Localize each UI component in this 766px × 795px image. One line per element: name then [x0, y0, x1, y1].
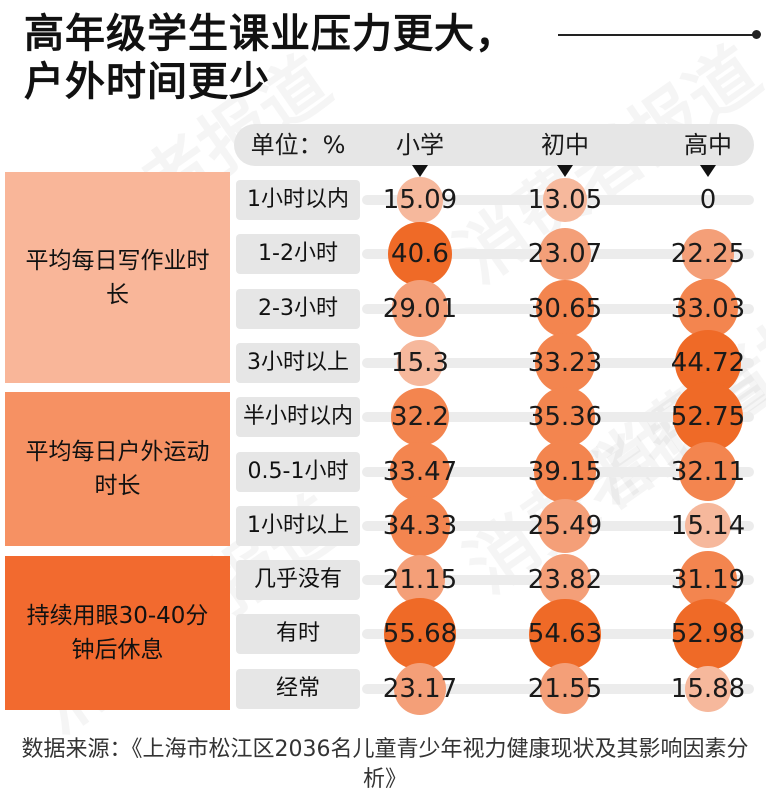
data-bubble — [536, 279, 594, 338]
data-label: 32.2 — [391, 402, 449, 433]
data-bubble — [397, 340, 443, 386]
data-bubble — [678, 279, 738, 339]
data-label: 15.09 — [382, 185, 458, 215]
data-bubble — [538, 498, 592, 553]
data-bubble — [685, 665, 731, 712]
data-bubble — [390, 441, 450, 502]
column-header-middle: 初中 — [541, 131, 589, 159]
group-label-text: 持续用眼30-40分钟后休息 — [26, 603, 209, 663]
data-label: 31.19 — [670, 565, 746, 596]
data-label: 29.01 — [382, 293, 458, 324]
row-label: 0.5-1小时 — [236, 451, 360, 492]
data-label: 21.55 — [527, 673, 603, 704]
row-label: 1-2小时 — [236, 234, 360, 275]
data-label: 33.23 — [527, 347, 603, 378]
row-label: 几乎没有 — [236, 560, 360, 601]
data-label: 22.25 — [670, 239, 746, 270]
row-label: 2-3小时 — [236, 288, 360, 329]
data-label: 23.17 — [382, 673, 458, 704]
data-bubble — [538, 228, 591, 281]
data-bubble — [685, 503, 731, 549]
group-label-text: 平均每日写作业时长 — [25, 247, 210, 308]
data-bubble — [672, 599, 744, 670]
data-label: 34.33 — [382, 510, 458, 541]
data-bubble — [534, 386, 596, 448]
data-bubble — [672, 381, 744, 453]
data-label: 15.14 — [670, 510, 746, 541]
data-bubble — [678, 442, 738, 501]
row-label: 3小时以上 — [236, 342, 360, 383]
data-bubble — [538, 553, 592, 607]
data-label: 40.6 — [391, 239, 449, 270]
column-arrow-icon — [700, 165, 716, 177]
data-label: 39.15 — [527, 456, 603, 487]
data-bubble — [682, 228, 734, 280]
data-bubble — [397, 177, 443, 223]
data-label: 33.03 — [670, 293, 746, 324]
data-label: 0 — [699, 185, 717, 215]
source-note: 数据来源：《上海市松江区2036名儿童青少年视力健康现状及其影响因素分析》 — [21, 737, 749, 792]
data-label: 30.65 — [527, 293, 603, 324]
data-label: 55.68 — [382, 619, 458, 650]
data-label: 32.11 — [670, 456, 746, 487]
column-arrow-icon — [412, 165, 428, 177]
data-bubble — [535, 333, 595, 393]
data-bubble — [390, 387, 450, 447]
data-label: 13.05 — [527, 185, 603, 215]
row-label: 经常 — [236, 668, 360, 709]
data-bubble — [543, 178, 587, 222]
data-label: 35.36 — [527, 402, 603, 433]
data-label: 52.75 — [670, 402, 746, 433]
header-pill — [234, 124, 754, 166]
group-label: 平均每日写作业时长 — [5, 172, 230, 383]
data-label: 54.63 — [527, 619, 603, 650]
data-bubble — [391, 280, 449, 337]
data-bubble — [388, 222, 452, 287]
row-label: 1小时以上 — [236, 505, 360, 546]
data-label: 15.3 — [391, 347, 449, 378]
data-label: 52.98 — [670, 619, 746, 650]
column-header-high: 高中 — [684, 131, 732, 159]
data-bubble — [533, 440, 597, 503]
data-label: 44.72 — [670, 347, 746, 378]
row-label: 1小时以内 — [236, 180, 360, 220]
chart-title: 高年级学生课业压力更大，户外时间更少 — [24, 11, 516, 105]
data-bubble — [529, 598, 601, 671]
unit-label: 单位：% — [250, 131, 346, 159]
data-bubble — [393, 662, 447, 715]
data-bubble — [384, 598, 456, 671]
column-header-primary: 小学 — [396, 131, 444, 159]
data-label: 21.15 — [382, 565, 458, 596]
row-label: 半小时以内 — [236, 397, 360, 438]
data-bubble — [394, 554, 446, 606]
data-label: 33.47 — [382, 456, 458, 487]
data-label: 23.07 — [527, 239, 603, 270]
column-arrow-icon — [557, 165, 573, 177]
group-label: 持续用眼30-40分钟后休息 — [5, 556, 230, 710]
title-rule — [558, 34, 754, 36]
data-bubble — [390, 495, 450, 556]
data-label: 25.49 — [527, 510, 603, 541]
group-label-text: 平均每日户外运动时长 — [25, 439, 210, 499]
data-label: 23.82 — [527, 565, 603, 596]
row-label: 有时 — [236, 614, 360, 655]
group-label: 平均每日户外运动时长 — [5, 392, 230, 546]
data-bubble — [539, 663, 591, 715]
title-dot — [752, 30, 761, 39]
data-label: 15.88 — [670, 673, 746, 704]
